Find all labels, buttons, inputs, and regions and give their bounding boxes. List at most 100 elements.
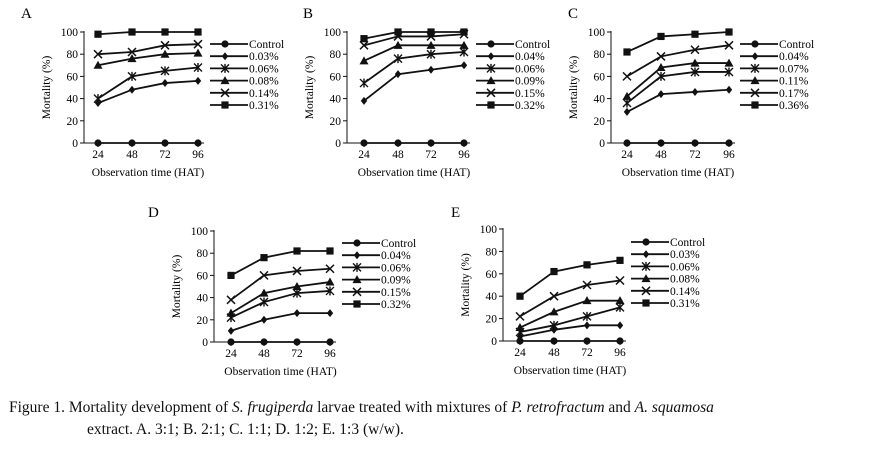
data-point: [427, 28, 435, 36]
legend-marker: [641, 274, 651, 283]
legend-label: 0.06%: [249, 63, 279, 75]
data-point: [459, 40, 469, 49]
y-tick-label: 40: [594, 94, 606, 106]
series-0-14pct: [515, 275, 625, 321]
y-tick-label: 100: [61, 27, 79, 39]
data-point: [583, 321, 591, 330]
data-point: [724, 67, 734, 77]
legend-marker: [353, 251, 361, 260]
y-tick-label: 80: [330, 49, 342, 61]
y-tick-label: 0: [491, 336, 497, 348]
series-0-15pct: [359, 29, 469, 50]
legend-label: Control: [670, 237, 705, 249]
legend-marker: [486, 76, 496, 85]
series-0-15pct: [226, 264, 335, 305]
x-tick-label: 96: [192, 149, 204, 161]
series-0-32pct: [227, 247, 334, 279]
y-tick-label: 0: [202, 337, 208, 349]
series-line: [97, 66, 199, 100]
legend-marker: [486, 88, 496, 98]
data-point: [582, 296, 592, 305]
series-line: [519, 279, 621, 318]
legend-marker: [353, 300, 361, 308]
figure-caption: Figure 1. Mortality development of S. fr…: [9, 397, 869, 441]
series-line: [519, 324, 620, 338]
series-line: [519, 299, 620, 329]
series-0-06pct: [359, 47, 469, 88]
legend-marker: [352, 287, 362, 297]
series-0-31pct: [516, 256, 624, 300]
legend-marker: [486, 63, 496, 73]
data-point: [293, 338, 301, 346]
series-control: [94, 139, 202, 147]
data-point: [622, 98, 632, 108]
legend-label: 0.09%: [515, 76, 545, 88]
series-line: [626, 88, 730, 113]
data-point: [326, 309, 334, 318]
data-point: [724, 58, 734, 67]
chart-panel-e: E 0 20 40 60 80 100 24 48 72 96 Observation time (H…: [451, 205, 705, 377]
y-tick-label: 40: [330, 94, 342, 106]
data-point: [193, 39, 203, 49]
legend-label: 0.08%: [249, 76, 279, 88]
y-tick-label: 60: [197, 270, 209, 282]
x-tick-label: 48: [126, 149, 138, 161]
series-0-31pct: [94, 28, 202, 38]
series-control: [623, 139, 733, 147]
series-line: [626, 31, 730, 53]
legend-label: 0.14%: [670, 286, 700, 298]
y-axis-title: Mortality (%): [171, 255, 183, 319]
chart-panel-a: A 0 20 40 60 80 100 24 48 72 96 Observation time (H…: [21, 6, 284, 179]
data-point: [259, 297, 269, 307]
y-tick-label: 80: [594, 49, 606, 61]
data-point: [226, 295, 236, 305]
data-point: [259, 288, 269, 297]
data-point: [583, 337, 591, 345]
data-point: [690, 45, 700, 55]
legend-label: Control: [249, 39, 284, 51]
data-point: [550, 267, 558, 276]
legend-label: 0.04%: [381, 250, 411, 262]
series-0-14pct: [93, 39, 203, 59]
data-point: [725, 28, 733, 36]
legend-label: 0.17%: [779, 88, 809, 100]
x-tick-label: 48: [258, 348, 270, 360]
panel-letter-b: B: [303, 6, 313, 22]
data-point: [292, 266, 302, 276]
data-point: [622, 71, 632, 81]
data-point: [657, 32, 665, 41]
x-axis-title: Observation time (HAT): [92, 167, 205, 179]
series-line: [363, 33, 465, 47]
series-0-06pct: [93, 63, 203, 104]
data-point: [616, 321, 624, 330]
data-point: [94, 30, 102, 38]
data-point: [359, 40, 369, 50]
legend-label: 0.06%: [670, 261, 700, 273]
legend-marker: [220, 76, 230, 85]
data-point: [394, 28, 402, 36]
series-0-06pct: [226, 286, 335, 323]
legend-marker: [642, 299, 650, 307]
data-point: [460, 28, 468, 36]
y-tick-label: 100: [324, 27, 342, 39]
legend-marker: [751, 52, 759, 61]
data-point: [127, 54, 137, 63]
legend-marker: [352, 275, 362, 284]
y-tick-label: 40: [486, 291, 498, 303]
legend-marker: [642, 250, 650, 259]
data-point: [325, 277, 335, 286]
legend-label: 0.11%: [779, 76, 809, 88]
series-0-08pct: [93, 48, 203, 69]
y-tick-label: 20: [486, 314, 498, 326]
legend-marker: [641, 261, 651, 271]
legend-label: 0.32%: [515, 100, 545, 112]
y-tick-label: 0: [335, 138, 341, 150]
chart-panel-c: C 0 20 40 60 80 100 24 48 72 96 Observation time (H…: [568, 6, 814, 179]
x-tick-label: 48: [655, 149, 667, 161]
data-point: [326, 247, 334, 255]
data-point: [360, 96, 368, 105]
series-0-04pct: [623, 85, 733, 116]
data-point: [615, 302, 625, 312]
data-point: [426, 49, 436, 59]
